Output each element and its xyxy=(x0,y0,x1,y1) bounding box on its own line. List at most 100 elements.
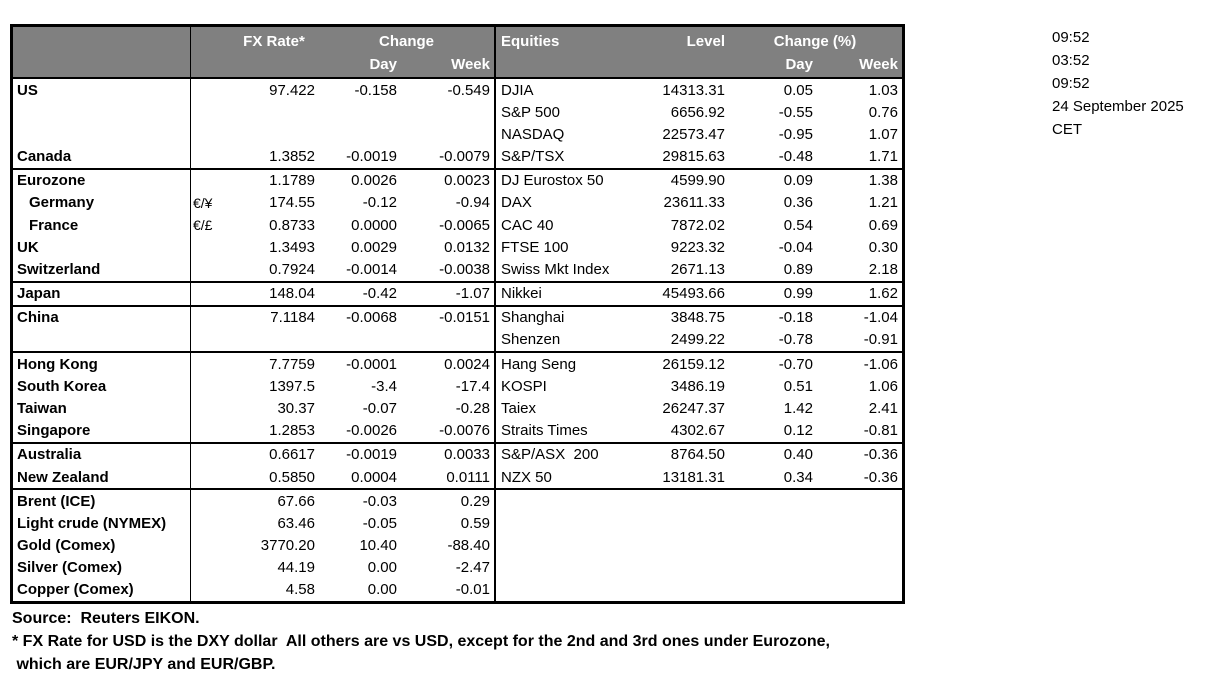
fx-rate-cell: 174.55 xyxy=(269,194,315,212)
equity-day-cell: 0.05 xyxy=(783,81,813,99)
fx-name-cell: France xyxy=(13,214,191,237)
timestamp-line: 09:52 xyxy=(1052,75,1090,92)
fx-rate-cell: 0.7924 xyxy=(269,260,315,278)
header-fx-week: Week xyxy=(451,56,490,73)
table-row: Taiwan 30.37 -0.07 -0.28 Taiex 26247.37 1.42 2.… xyxy=(13,397,902,420)
fx-name-cell: Switzerland xyxy=(13,258,191,281)
fx-change-day-cell: -0.0001 xyxy=(346,355,397,373)
header-eq-day: Day xyxy=(785,56,813,73)
fx-symbol-cell xyxy=(191,101,229,123)
equity-name-cell: S&P/ASX 200 xyxy=(501,446,599,464)
table-row: US 97.422 -0.158 -0.549 DJIA 14313.31 0.05 1.03 xyxy=(13,79,902,102)
equity-name-cell: S&P 500 xyxy=(501,103,560,121)
equity-name-cell xyxy=(496,534,639,556)
equity-level-cell: 22573.47 xyxy=(662,125,725,143)
equity-level-cell: 45493.66 xyxy=(662,285,725,303)
equity-day-cell: 1.42 xyxy=(783,399,813,417)
fx-symbol-cell xyxy=(191,444,229,466)
fx-name-cell: Eurozone xyxy=(13,169,191,192)
equity-day-cell xyxy=(728,579,816,601)
equity-week-cell: -0.36 xyxy=(863,446,898,464)
fx-change-day-cell: 0.00 xyxy=(367,581,397,599)
equity-level-cell: 2499.22 xyxy=(670,331,725,349)
equity-level-cell xyxy=(639,579,728,601)
equity-name-cell: KOSPI xyxy=(501,377,547,395)
table-row: France €/£ 0.8733 0.0000 -0.0065 CAC 40 7872.0… xyxy=(13,214,902,237)
table-row: Brent (ICE) 67.66 -0.03 0.29 xyxy=(13,490,902,513)
equity-level-cell xyxy=(639,534,728,556)
equity-name-cell xyxy=(496,512,639,534)
fx-change-week-cell: 0.0024 xyxy=(401,353,496,376)
fx-symbol-cell xyxy=(191,353,229,375)
fx-change-week-cell: -88.40 xyxy=(401,534,496,557)
fx-name-cell: US xyxy=(13,79,191,102)
fx-symbol-cell xyxy=(191,490,229,512)
fx-symbol-cell xyxy=(191,170,229,192)
table-row: Hong Kong 7.7759 -0.0001 0.0024 Hang Seng 261… xyxy=(13,353,902,376)
fx-change-day-cell: -0.07 xyxy=(362,399,397,417)
equity-level-cell: 3486.19 xyxy=(670,377,725,395)
equity-day-cell xyxy=(728,512,816,534)
table-row: Eurozone 1.1789 0.0026 0.0023 DJ Eurostox 50… xyxy=(13,169,902,192)
fx-change-week-cell: 0.59 xyxy=(401,512,496,535)
table-row: Shenzen 2499.22 -0.78 -0.91 xyxy=(13,328,902,354)
equity-name-cell: FTSE 100 xyxy=(501,238,569,256)
equity-level-cell: 8764.50 xyxy=(670,446,725,464)
fx-change-day-cell: 0.0029 xyxy=(351,238,397,256)
header-equities-label: Equities xyxy=(501,33,560,50)
fx-rate-cell: 7.7759 xyxy=(269,355,315,373)
equity-week-cell: -0.81 xyxy=(863,422,898,440)
equity-week-cell: -0.91 xyxy=(863,331,898,349)
equity-week-cell xyxy=(816,557,902,579)
equity-name-cell: Straits Times xyxy=(501,422,588,440)
header-change-label: Change xyxy=(378,33,434,50)
table-row: Germany €/¥ 174.55 -0.12 -0.94 DAX 23611.33 0.3… xyxy=(13,191,902,215)
equity-level-cell: 9223.32 xyxy=(670,238,725,256)
fx-symbol-cell xyxy=(191,329,229,351)
fx-name-cell xyxy=(13,101,191,124)
fx-change-day-cell: 0.0026 xyxy=(351,172,397,190)
header-fx-day: Day xyxy=(369,56,397,73)
footer-line: which are EUR/JPY and EUR/GBP. xyxy=(12,656,276,673)
fx-change-day-cell: -0.03 xyxy=(362,492,397,510)
fx-name-cell: Hong Kong xyxy=(13,353,191,376)
header-eq-week: Week xyxy=(859,56,898,73)
header-level-label: Level xyxy=(686,33,725,50)
equity-level-cell: 2671.13 xyxy=(670,260,725,278)
equity-name-cell: DJ Eurostox 50 xyxy=(501,172,604,190)
fx-rate-cell xyxy=(229,101,319,123)
fx-change-week-cell: 0.0132 xyxy=(401,236,496,259)
equity-day-cell: 0.12 xyxy=(783,422,813,440)
fx-symbol-cell xyxy=(191,466,229,488)
equity-level-cell: 4302.67 xyxy=(670,422,725,440)
table-row: Light crude (NYMEX) 63.46 -0.05 0.59 xyxy=(13,512,902,535)
fx-rate-cell: 3770.20 xyxy=(260,537,315,555)
equity-day-cell: 0.89 xyxy=(783,260,813,278)
timestamp-line: 24 September 2025 xyxy=(1052,98,1184,115)
fx-symbol-cell xyxy=(191,397,229,419)
fx-change-day-cell: -0.42 xyxy=(362,285,397,303)
fx-symbol-cell xyxy=(191,307,229,329)
equity-week-cell: 1.71 xyxy=(868,148,898,166)
fx-symbol-cell xyxy=(191,236,229,258)
table-row: S&P 500 6656.92 -0.55 0.76 xyxy=(13,101,902,124)
fx-name-cell: Silver (Comex) xyxy=(13,556,191,579)
fx-rate-cell: 30.37 xyxy=(277,399,315,417)
fx-rate-cell: 7.1184 xyxy=(270,309,315,327)
fx-change-day-cell: -0.0014 xyxy=(346,260,397,278)
equity-week-cell: 1.03 xyxy=(868,81,898,99)
fx-rate-cell xyxy=(229,329,319,351)
equity-level-cell xyxy=(639,512,728,534)
fx-change-day-cell xyxy=(319,123,401,145)
fx-name-cell: Copper (Comex) xyxy=(13,578,191,601)
equity-level-cell xyxy=(639,557,728,579)
equity-week-cell xyxy=(816,579,902,601)
table-header: FX Rate* Change Day Week Equities Level … xyxy=(13,27,902,79)
equity-level-cell: 14313.31 xyxy=(662,81,725,99)
footer-note: Source: Reuters EIKON. * FX Rate for USD … xyxy=(12,607,830,676)
equity-day-cell: -0.18 xyxy=(778,309,813,327)
fx-rate-cell: 0.5850 xyxy=(269,468,315,486)
timestamp-line: 03:52 xyxy=(1052,52,1090,69)
fx-symbol-cell xyxy=(191,534,229,556)
equity-day-cell: 0.34 xyxy=(783,468,813,486)
